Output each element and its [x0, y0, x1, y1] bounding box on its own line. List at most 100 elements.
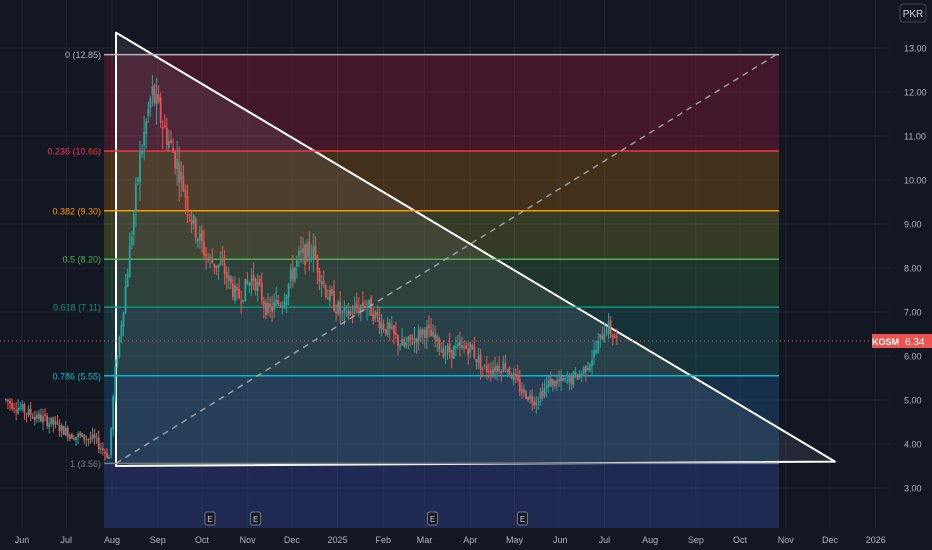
- candle-167: [349, 307, 352, 316]
- candle-270: [562, 375, 565, 382]
- candle-89: [188, 212, 191, 222]
- candle-111: [234, 276, 236, 304]
- candle-20: [46, 413, 49, 430]
- candle-57: [122, 311, 125, 337]
- candle-41: [89, 431, 92, 445]
- candle-70: [149, 95, 152, 117]
- time-axis[interactable]: Jun Jul Aug Sep Oct Nov Dec 2025 Feb Mar Apr May Jun…: [0, 528, 932, 550]
- candle-247: [514, 368, 517, 383]
- candle-83: [176, 140, 179, 186]
- candle-278: [578, 370, 581, 380]
- candle-115: [242, 299, 245, 304]
- x-tick-13: Jul: [599, 535, 611, 545]
- candle-258: [537, 396, 540, 410]
- candle-75: [159, 92, 162, 128]
- candle-196: [409, 334, 412, 348]
- candle-33: [73, 435, 75, 441]
- candle-241: [502, 356, 505, 373]
- candle-6: [17, 399, 20, 415]
- candle-195: [407, 335, 410, 350]
- candle-134: [281, 301, 284, 315]
- candle-133: [279, 301, 282, 308]
- candle-187: [390, 315, 393, 331]
- x-tick-17: Nov: [778, 535, 795, 545]
- candle-266: [553, 380, 556, 389]
- fib-label-4: 0.618 (7.11): [53, 303, 101, 313]
- candle-268: [558, 370, 560, 387]
- candle-110: [231, 276, 234, 301]
- candle-171: [357, 296, 360, 317]
- fib-label-0: 0 (12.85): [65, 50, 101, 60]
- candle-201: [419, 326, 422, 343]
- candle-245: [510, 372, 513, 380]
- candle-68: [145, 118, 148, 149]
- candle-34: [75, 436, 77, 446]
- candle-66: [141, 143, 143, 158]
- candle-42: [91, 427, 94, 443]
- candle-285: [593, 339, 596, 366]
- candle-19: [44, 408, 46, 422]
- candle-151: [316, 254, 319, 285]
- candle-235: [490, 362, 492, 382]
- candle-113: [238, 277, 240, 300]
- fib-label-3: 0.5 (8.20): [62, 255, 101, 265]
- candle-46: [99, 442, 102, 455]
- candle-142: [298, 245, 300, 267]
- candle-116: [244, 278, 247, 302]
- fib-label-5: 0.786 (5.55): [52, 371, 101, 381]
- candle-18: [42, 408, 44, 431]
- candle-2: [9, 398, 11, 411]
- candle-243: [506, 368, 509, 378]
- earnings-marker-0: E: [204, 511, 216, 526]
- candle-269: [560, 369, 562, 391]
- candle-136: [285, 294, 288, 314]
- candle-150: [314, 235, 317, 260]
- candle-159: [333, 280, 335, 312]
- candle-259: [539, 387, 542, 406]
- y-tick-10: 13.00: [904, 44, 927, 54]
- price-axis[interactable]: 3.00 4.00 5.00 6.00 7.00 8.00 9.00 10.00 11.00 12…: [890, 0, 932, 550]
- x-tick-0: Jun: [15, 535, 30, 545]
- candle-21: [48, 417, 51, 434]
- candle-222: [463, 340, 465, 354]
- candle-49: [106, 448, 108, 460]
- candle-237: [494, 356, 496, 380]
- candle-277: [576, 373, 579, 381]
- fib-zone-5: [104, 375, 779, 464]
- candle-100: [211, 248, 214, 264]
- fib-level-lines[interactable]: 0 (12.85) 0.236 (10.66) 0.382 (9.30) 0.5 (8…: [47, 50, 779, 469]
- currency-button[interactable]: PKR: [899, 3, 927, 23]
- candle-61: [130, 231, 133, 250]
- y-tick-9: 12.00: [904, 88, 927, 98]
- candle-252: [525, 389, 527, 400]
- candle-29: [64, 421, 67, 437]
- overlay-lines[interactable]: [0, 53, 890, 464]
- candle-3: [11, 398, 13, 411]
- candle-148: [310, 244, 313, 263]
- candle-11: [27, 404, 30, 418]
- candle-39: [85, 435, 88, 447]
- candle-96: [203, 229, 205, 260]
- candle-185: [386, 317, 389, 338]
- candle-234: [487, 363, 490, 379]
- candle-99: [209, 253, 212, 269]
- candle-12: [29, 401, 32, 422]
- candle-152: [318, 267, 321, 291]
- candle-290: [603, 322, 606, 343]
- candle-228: [475, 358, 478, 370]
- y-tick-7: 10.00: [904, 176, 927, 186]
- candle-45: [97, 430, 100, 454]
- candle-93: [196, 237, 199, 248]
- candle-240: [500, 369, 503, 382]
- candle-109: [229, 275, 232, 290]
- x-tick-5: Nov: [240, 535, 257, 545]
- candle-188: [392, 324, 395, 345]
- candle-74: [157, 85, 160, 104]
- earnings-marker-2: E: [427, 511, 439, 526]
- candle-192: [401, 327, 404, 346]
- candle-48: [104, 448, 106, 461]
- candle-38: [83, 434, 86, 445]
- candle-193: [403, 336, 406, 349]
